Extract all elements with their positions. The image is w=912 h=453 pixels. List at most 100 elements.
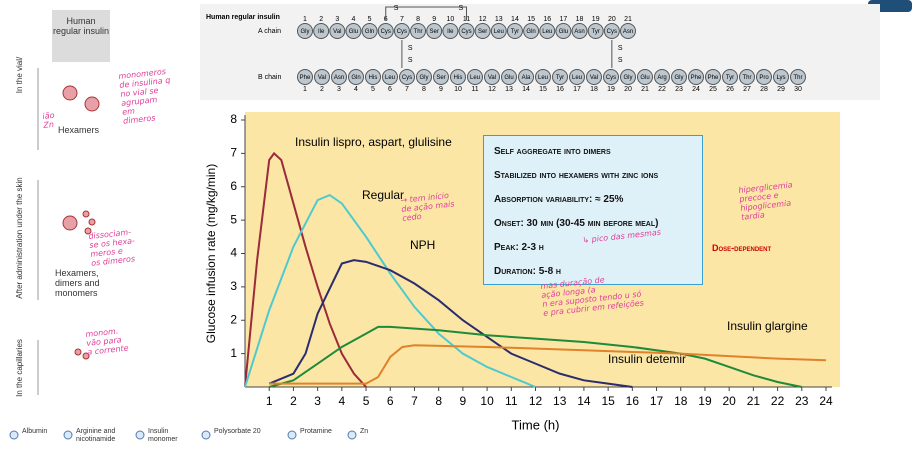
x-tick-label: 1 bbox=[266, 394, 273, 408]
y-tick-label: 2 bbox=[230, 312, 237, 326]
residue-label: Ala bbox=[522, 75, 531, 81]
residue-label: Cys bbox=[461, 29, 471, 35]
y-tick-label: 6 bbox=[230, 179, 237, 193]
handwritten-note: ião Zn bbox=[42, 111, 56, 130]
residue bbox=[705, 69, 721, 85]
residue-number: 27 bbox=[743, 86, 751, 93]
residue-number: 22 bbox=[658, 86, 666, 93]
residue bbox=[365, 69, 381, 85]
disulfide-label: S bbox=[618, 45, 623, 52]
series-label: Regular bbox=[362, 188, 404, 202]
residue-label: His bbox=[369, 75, 378, 81]
residue-label: Gln bbox=[526, 29, 535, 35]
series-line bbox=[244, 193, 536, 388]
chain-label: B chain bbox=[258, 74, 281, 81]
residue-label: Tyr bbox=[556, 75, 564, 81]
residue-number: 3 bbox=[335, 16, 339, 23]
residue bbox=[345, 23, 362, 39]
note-line: Zn bbox=[42, 119, 55, 130]
x-tick-label: 7 bbox=[411, 394, 418, 408]
residue-number: 10 bbox=[454, 86, 462, 93]
y-tick-label: 4 bbox=[230, 246, 237, 260]
disulfide-label: S bbox=[408, 57, 413, 64]
residue-label: Val bbox=[318, 75, 326, 81]
residue bbox=[484, 69, 500, 85]
x-tick-label: 17 bbox=[650, 394, 664, 408]
residue-label: Cys bbox=[606, 75, 616, 81]
chain-label: A chain bbox=[258, 28, 281, 35]
residue bbox=[654, 69, 670, 85]
x-tick-label: 16 bbox=[626, 394, 640, 408]
residue-label: Leu bbox=[385, 75, 395, 81]
residue bbox=[297, 23, 313, 39]
residue-label: Glu bbox=[640, 75, 649, 81]
legend-item: Insulin monomer bbox=[148, 428, 178, 443]
x-tick-label: 11 bbox=[505, 394, 518, 408]
residue bbox=[773, 69, 789, 85]
residue-number: 15 bbox=[539, 86, 547, 93]
x-tick-label: 4 bbox=[338, 394, 345, 408]
residue bbox=[490, 23, 507, 39]
series-line bbox=[268, 259, 633, 388]
residue-label: Cys bbox=[397, 29, 407, 35]
legend-item: Polysorbate 20 bbox=[214, 428, 261, 435]
residue-label: Gln bbox=[351, 75, 360, 81]
y-tick-label: 1 bbox=[230, 346, 237, 360]
residue-number: 8 bbox=[416, 16, 420, 23]
legend-item: Arginine and nicotinamide bbox=[76, 428, 116, 443]
residue bbox=[523, 23, 540, 39]
residue bbox=[348, 69, 364, 85]
residue-label: Tyr bbox=[726, 75, 734, 81]
x-tick-label: 14 bbox=[577, 394, 591, 408]
disulfide-bond bbox=[385, 6, 613, 68]
residue-label: Asn bbox=[334, 75, 344, 81]
x-axis-title: Time (h) bbox=[512, 417, 560, 432]
residue bbox=[329, 23, 346, 39]
residue bbox=[399, 69, 415, 85]
residue bbox=[474, 23, 491, 39]
residue bbox=[467, 69, 483, 85]
x-tick-label: 6 bbox=[387, 394, 394, 408]
residue bbox=[586, 69, 602, 85]
disulfide-label: S bbox=[618, 57, 623, 64]
residue-label: Gly bbox=[624, 75, 633, 81]
residue bbox=[450, 69, 466, 85]
residue-label: Gly bbox=[420, 75, 429, 81]
residue bbox=[722, 69, 738, 85]
residue-label: Phe bbox=[708, 75, 719, 81]
legend-icon bbox=[201, 430, 211, 440]
y-tick-label: 7 bbox=[230, 146, 237, 160]
series-label: Insulin lispro, aspart, glulisine bbox=[295, 135, 452, 149]
x-tick-label: 8 bbox=[435, 394, 442, 408]
form-label: Hexamers, dimers and monomers bbox=[55, 268, 100, 298]
residue-number: 3 bbox=[337, 86, 341, 93]
residue bbox=[442, 23, 459, 39]
x-tick-label: 5 bbox=[363, 394, 370, 408]
residue-label: Leu bbox=[572, 75, 582, 81]
residue-label: Leu bbox=[470, 75, 480, 81]
residue-label: Thr bbox=[743, 75, 752, 81]
residue-label: Phe bbox=[300, 75, 311, 81]
residue-number: 2 bbox=[320, 86, 324, 93]
info-line: Self aggregate into dimers bbox=[494, 146, 611, 157]
residue-number: 26 bbox=[726, 86, 734, 93]
residue bbox=[620, 69, 636, 85]
info-line: Duration: 5-8 h bbox=[494, 266, 561, 277]
info-line: Peak: 2-3 h bbox=[494, 242, 544, 253]
residue-number: 21 bbox=[624, 16, 632, 23]
residue-label: Gln bbox=[365, 29, 374, 35]
legend-icon bbox=[63, 430, 73, 440]
residue bbox=[539, 23, 556, 39]
residue-number: 4 bbox=[351, 16, 355, 23]
legend-item: Protamine bbox=[300, 428, 332, 435]
x-tick-label: 21 bbox=[747, 394, 761, 408]
residue-label: Ile bbox=[447, 29, 454, 35]
x-tick-label: 2 bbox=[290, 394, 297, 408]
residue-number: 23 bbox=[675, 86, 683, 93]
residue bbox=[571, 23, 588, 39]
x-tick-label: 20 bbox=[722, 394, 736, 408]
legend-icon bbox=[135, 430, 145, 440]
residue-label: Ser bbox=[430, 29, 439, 35]
residue-number: 28 bbox=[760, 86, 768, 93]
